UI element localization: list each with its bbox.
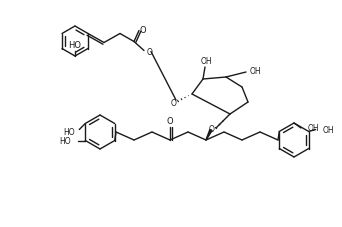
Text: HO: HO (64, 127, 75, 136)
Text: O: O (140, 26, 146, 35)
Polygon shape (206, 130, 212, 140)
Text: OH: OH (323, 126, 334, 134)
Text: OH: OH (308, 124, 320, 133)
Text: OH: OH (249, 67, 261, 76)
Text: O: O (147, 48, 153, 57)
Text: HO: HO (60, 136, 71, 145)
Text: O: O (209, 125, 215, 134)
Text: O: O (167, 117, 173, 126)
Text: OH: OH (200, 57, 212, 66)
Text: HO: HO (68, 41, 81, 50)
Text: O: O (171, 98, 177, 107)
